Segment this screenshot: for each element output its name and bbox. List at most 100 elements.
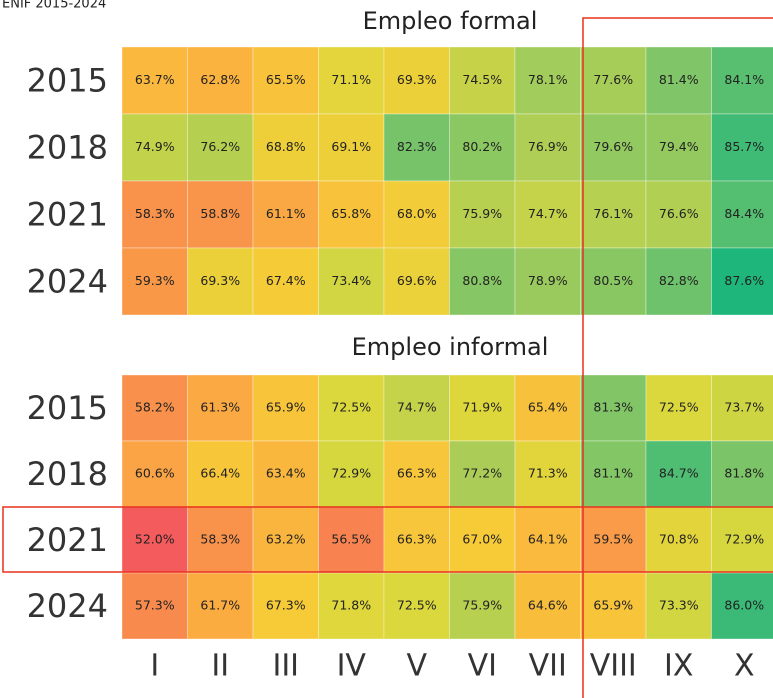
cell-label: 67.4% [266, 273, 306, 288]
cell-label: 72.9% [331, 466, 371, 481]
cell-label: 52.0% [135, 532, 175, 547]
cell-label: 86.0% [724, 598, 764, 613]
cell-label: 68.8% [266, 139, 306, 154]
cell-label: 77.6% [593, 72, 633, 87]
cell-label: 65.4% [528, 400, 568, 415]
cell-label: 65.9% [266, 400, 306, 415]
heat-cell [711, 180, 773, 249]
heat-cell [580, 440, 647, 508]
heat-cell [514, 180, 581, 249]
cell-label: 69.6% [397, 273, 437, 288]
heat-cell [449, 46, 516, 115]
cell-label: 63.4% [266, 466, 306, 481]
heat-cell [383, 506, 450, 574]
heat-cell [252, 113, 319, 182]
cell-label: 76.1% [593, 206, 633, 221]
y-tick-label: 2015 [27, 62, 108, 100]
heat-cell [645, 180, 712, 249]
heat-cell [645, 247, 712, 316]
cell-label: 72.9% [724, 532, 764, 547]
heat-cell [711, 247, 773, 316]
x-tick-label: IV [337, 649, 367, 684]
heat-cell [449, 440, 516, 508]
cell-label: 77.2% [462, 466, 502, 481]
cell-label: 71.8% [331, 598, 371, 613]
x-tick-label: VI [468, 649, 497, 684]
highlight-columns [582, 17, 773, 698]
heat-cell [449, 374, 516, 442]
x-tick-label: VII [529, 649, 567, 684]
heat-cell [187, 180, 254, 249]
heat-cell [121, 46, 188, 115]
cell-label: 67.3% [266, 598, 306, 613]
cell-label: 58.3% [200, 532, 240, 547]
heat-cell [187, 572, 254, 640]
heat-cell [580, 506, 647, 574]
cell-label: 72.5% [397, 598, 437, 613]
heat-cell [187, 247, 254, 316]
cell-label: 71.3% [528, 466, 568, 481]
cell-label: 82.8% [659, 273, 699, 288]
cell-label: 84.4% [724, 206, 764, 221]
heat-cell [318, 374, 385, 442]
cell-label: 71.1% [331, 72, 371, 87]
cell-label: 67.0% [462, 532, 502, 547]
cell-label: 61.3% [200, 400, 240, 415]
cell-label: 76.6% [659, 206, 699, 221]
heat-cell [187, 374, 254, 442]
y-tick-label: 2024 [27, 587, 108, 625]
cell-label: 57.3% [135, 598, 175, 613]
heat-cell [711, 572, 773, 640]
cell-label: 84.1% [724, 72, 764, 87]
panel-title: Empleo formal [363, 7, 538, 35]
cell-label: 59.3% [135, 273, 175, 288]
cell-label: 65.8% [331, 206, 371, 221]
heat-cell [711, 506, 773, 574]
heat-cell [318, 506, 385, 574]
heat-cell [645, 572, 712, 640]
cell-label: 87.6% [724, 273, 764, 288]
heat-cell [318, 247, 385, 316]
heat-cell [383, 374, 450, 442]
y-tick-label: 2021 [27, 196, 108, 234]
heat-cell [580, 247, 647, 316]
cell-label: 68.0% [397, 206, 437, 221]
cell-label: 70.8% [659, 532, 699, 547]
x-tick-label: VIII [590, 649, 637, 684]
heat-cell [580, 374, 647, 442]
cell-label: 73.3% [659, 598, 699, 613]
heat-cell [711, 46, 773, 115]
cell-label: 63.7% [135, 72, 175, 87]
cell-label: 76.2% [200, 139, 240, 154]
cell-label: 65.5% [266, 72, 306, 87]
cell-label: 75.9% [462, 206, 502, 221]
cell-label: 56.5% [331, 532, 371, 547]
heat-cell [121, 506, 188, 574]
x-tick-label: III [272, 649, 299, 684]
cell-label: 66.3% [397, 466, 437, 481]
x-tick-label: IX [664, 649, 693, 684]
cell-label: 78.1% [528, 72, 568, 87]
cell-label: 69.1% [331, 139, 371, 154]
y-tick-label: 2021 [27, 521, 108, 559]
x-tick-label: I [150, 649, 159, 684]
heat-cell [449, 506, 516, 574]
heat-cell [318, 46, 385, 115]
cell-label: 74.9% [135, 139, 175, 154]
heat-cell [449, 572, 516, 640]
cell-label: 60.6% [135, 466, 175, 481]
heat-cell [383, 572, 450, 640]
heat-cell [252, 180, 319, 249]
x-tick-label: X [734, 649, 755, 684]
cell-label: 74.7% [528, 206, 568, 221]
x-tick-label: II [211, 649, 229, 684]
y-tick-label: 2015 [27, 389, 108, 427]
cell-label: 59.5% [593, 532, 633, 547]
cell-label: 58.8% [200, 206, 240, 221]
highlight-row [2, 506, 773, 573]
cell-label: 79.6% [593, 139, 633, 154]
cell-label: 73.7% [724, 400, 764, 415]
cell-label: 61.7% [200, 598, 240, 613]
heat-cell [383, 180, 450, 249]
